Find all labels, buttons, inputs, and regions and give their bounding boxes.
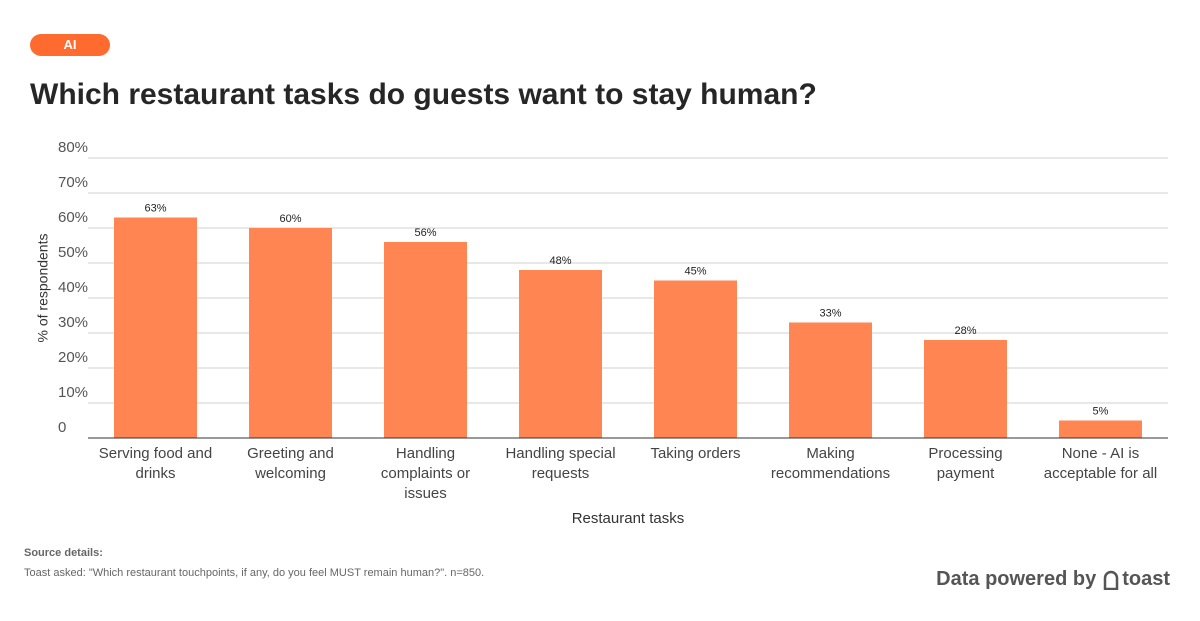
value-label: 33%	[819, 307, 841, 319]
y-axis-label: % of respondents	[35, 234, 51, 343]
x-tick-label: Serving food and drinks	[98, 445, 213, 482]
value-label: 45%	[684, 265, 706, 277]
y-tick-label: 60%	[58, 209, 88, 226]
x-tick-label: Handling complaints or issues	[380, 445, 471, 502]
y-tick-label: 70%	[58, 174, 88, 191]
value-label: 56%	[414, 227, 436, 239]
x-tick-label: Processing payment	[928, 445, 1003, 482]
tag: AI	[30, 34, 110, 56]
footer-brand: toast	[1122, 568, 1170, 590]
bar	[1059, 420, 1142, 438]
bar	[789, 322, 872, 438]
x-tick-label: None - AI is acceptable for all	[1043, 445, 1158, 482]
y-tick-label: 40%	[58, 279, 88, 296]
bar	[924, 340, 1007, 438]
value-label: 48%	[549, 255, 571, 267]
bar	[249, 228, 332, 438]
x-tick-label: Making recommendations	[770, 445, 891, 482]
chart-title: Which restaurant tasks do guests want to…	[30, 78, 817, 111]
x-tick-label: Taking orders	[650, 445, 741, 462]
value-label: 60%	[279, 213, 301, 225]
value-label: 28%	[954, 325, 976, 337]
y-tick-label: 80%	[58, 139, 88, 156]
value-label: 63%	[144, 202, 166, 214]
value-label: 5%	[1093, 405, 1109, 417]
y-tick-label: 50%	[58, 244, 88, 261]
x-tick-label: Greeting and welcoming	[247, 445, 334, 482]
bar	[519, 270, 602, 438]
x-tick-label: Handling special requests	[505, 445, 616, 482]
y-tick-label: 20%	[58, 349, 88, 366]
toast-logo	[1103, 570, 1119, 590]
y-tick-label: 10%	[58, 384, 88, 401]
y-tick-label: 0	[58, 419, 66, 436]
y-tick-label: 30%	[58, 314, 88, 331]
source-heading: Source details:	[24, 547, 103, 559]
bar	[114, 217, 197, 438]
footer-text: Data powered by	[936, 568, 1097, 590]
source-text: Toast asked: "Which restaurant touchpoin…	[24, 567, 485, 579]
footer: Data powered by toast	[936, 568, 1170, 591]
bar	[384, 242, 467, 438]
bar	[654, 280, 737, 438]
x-axis-label: Restaurant tasks	[571, 510, 685, 527]
